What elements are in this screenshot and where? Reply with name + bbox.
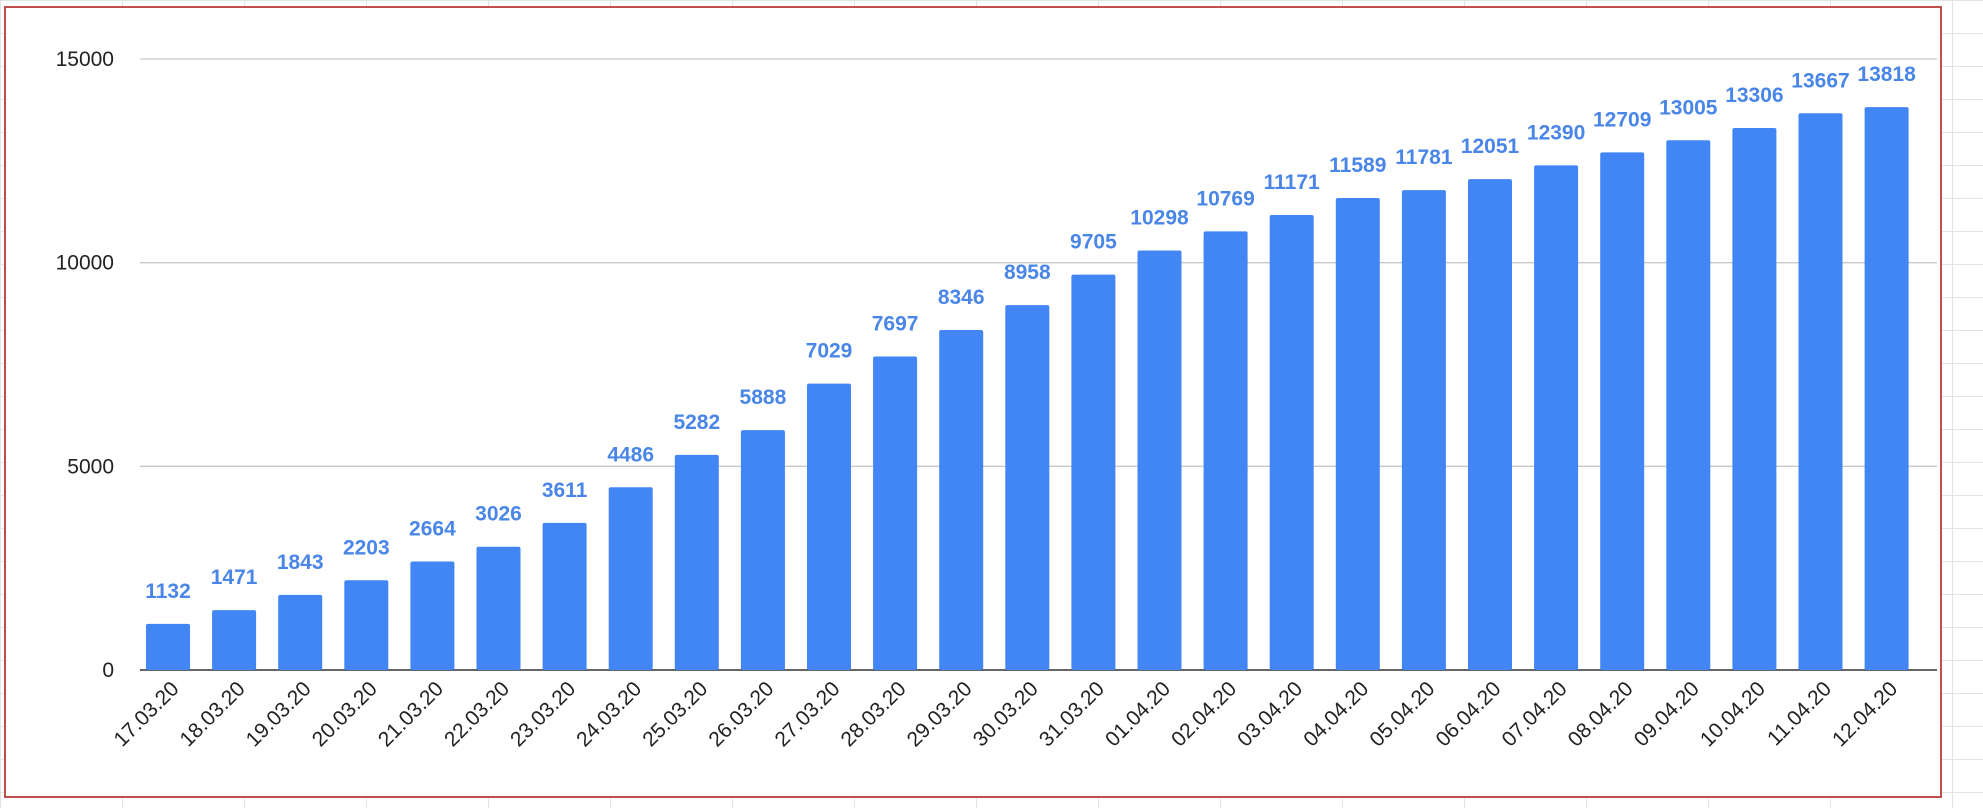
data-label: 13818 [1857,63,1916,86]
x-tick-label: 08.04.20 [1564,677,1638,751]
x-tick-label: 10.04.20 [1696,677,1770,751]
data-label: 7697 [872,312,919,335]
x-tick-label: 23.03.20 [506,677,580,751]
x-tick-label: 25.03.20 [638,677,712,751]
bar[interactable] [278,594,323,670]
bar[interactable] [1534,165,1579,670]
x-tick-label: 01.04.20 [1101,677,1175,751]
y-tick-label: 5000 [67,455,114,478]
chart-container[interactable]: 0 5000 10000 15000 1132 1471 1843 2203 2664 3026… [4,6,1942,798]
data-label: 1843 [277,551,324,574]
x-tick-label: 11.04.20 [1763,677,1836,750]
x-tick-label: 27.03.20 [770,677,844,751]
x-tick-label: 12.04.20 [1828,677,1902,751]
x-tick-label: 29.03.20 [903,677,977,751]
bar[interactable] [1468,179,1512,670]
data-label: 13667 [1791,69,1849,92]
y-tick-label: 15000 [56,48,114,71]
bar[interactable] [1732,128,1777,670]
x-tick-label: 05.04.20 [1365,677,1439,751]
data-label: 1471 [211,566,258,589]
bar[interactable] [1005,305,1050,670]
bar[interactable] [476,546,521,670]
x-tick-label: 28.03.20 [837,677,911,751]
data-labels: 1132 1471 1843 2203 2664 3026 3611 4486 5282 5888… [145,63,1916,603]
x-tick-label: 21.03.20 [374,677,448,751]
y-tick-label: 0 [102,659,114,682]
bar[interactable] [410,561,455,670]
data-label: 7029 [806,340,853,363]
bar[interactable] [939,330,984,670]
bars [146,107,1909,671]
data-label: 10769 [1196,187,1254,210]
x-tick-label: 09.04.20 [1630,677,1704,751]
bar[interactable] [212,610,257,670]
x-tick-label: 31.03.20 [1035,677,1109,751]
x-tick-label: 22.03.20 [440,677,514,751]
data-label: 11781 [1395,146,1453,169]
x-tick-label: 18.03.20 [176,677,250,751]
bar[interactable] [873,356,918,670]
data-label: 11171 [1264,171,1320,194]
data-label: 9705 [1070,231,1117,254]
bar[interactable] [1600,152,1645,670]
bar[interactable] [807,383,851,670]
bar[interactable] [608,487,653,670]
bar[interactable] [1798,113,1843,670]
data-label: 1132 [145,580,191,603]
x-tick-label: 04.04.20 [1299,677,1373,751]
bar[interactable] [1666,140,1711,670]
bar[interactable] [542,522,587,670]
data-label: 13306 [1725,84,1783,107]
bar[interactable] [1137,250,1182,670]
x-axis-ticks: 17.03.2018.03.2019.03.2020.03.2021.03.20… [109,677,1902,751]
x-tick-label: 17.03.20 [109,677,183,751]
x-tick-label: 07.04.20 [1498,677,1572,751]
data-label: 2203 [343,536,390,559]
data-label: 12709 [1593,108,1651,131]
x-tick-label: 06.04.20 [1431,677,1505,751]
data-label: 12390 [1527,121,1585,144]
data-label: 5282 [673,411,720,434]
x-tick-label: 20.03.20 [308,677,382,751]
data-label: 10298 [1130,207,1189,230]
data-label: 3611 [542,479,588,502]
bar[interactable] [740,430,785,670]
data-label: 5888 [740,386,787,409]
bar-chart: 0 5000 10000 15000 1132 1471 1843 2203 2664 3026… [56,48,1937,751]
bar[interactable] [1864,107,1909,671]
bar[interactable] [344,580,389,670]
data-label: 12051 [1461,135,1520,158]
bar[interactable] [674,454,719,670]
data-label: 8346 [938,286,985,309]
bar[interactable] [1335,197,1380,670]
x-tick-label: 19.03.20 [242,677,316,751]
y-axis-ticks: 0 5000 10000 15000 [56,48,114,682]
x-tick-label: 02.04.20 [1167,677,1241,751]
data-label: 11589 [1329,154,1386,177]
y-tick-label: 10000 [56,252,114,275]
data-label: 3026 [475,503,522,526]
x-tick-label: 26.03.20 [704,677,778,751]
x-tick-label: 24.03.20 [572,677,646,751]
bar[interactable] [1071,274,1116,670]
data-label: 2664 [409,517,456,540]
bar[interactable] [1269,214,1314,670]
bar[interactable] [1401,190,1446,670]
data-label: 8958 [1004,261,1051,284]
x-tick-label: 03.04.20 [1233,677,1307,751]
x-tick-label: 30.03.20 [969,677,1043,751]
bar[interactable] [1203,231,1248,671]
bar[interactable] [146,623,190,670]
data-label: 4486 [607,443,654,466]
data-label: 13005 [1659,96,1718,119]
